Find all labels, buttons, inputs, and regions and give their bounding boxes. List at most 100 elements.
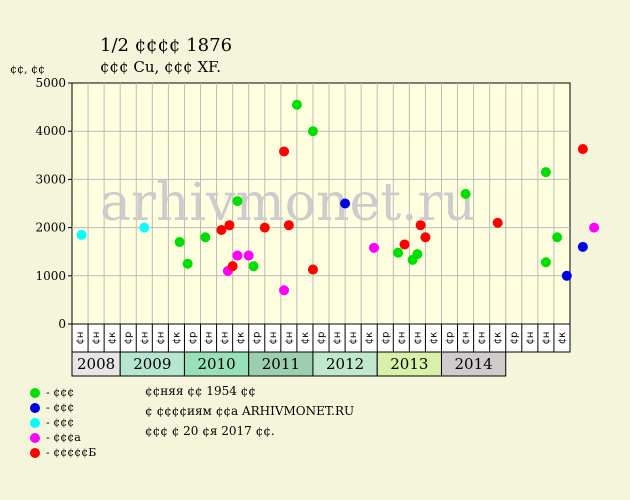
x-slot-label: ¢р (316, 332, 327, 345)
data-point (283, 220, 294, 231)
x-slot-label: ¢р (380, 332, 391, 345)
data-point (561, 270, 572, 281)
data-point (577, 144, 588, 155)
year-label: 2008 (77, 355, 115, 373)
x-slot-label: ¢н (348, 332, 359, 345)
year-band (440, 351, 507, 377)
x-slot-label: ¢к (364, 332, 375, 344)
x-slot-label: ¢к (493, 332, 504, 344)
y-tick-label: 1000 (35, 269, 66, 283)
year-label: 2012 (326, 355, 364, 373)
x-slot-label: ¢н (139, 332, 150, 345)
y-axis-label: ¢¢, ¢¢ (10, 63, 45, 76)
data-point (232, 196, 243, 207)
data-point (279, 285, 290, 296)
year-label: 2013 (390, 355, 428, 373)
x-slot-label: ¢н (525, 332, 536, 345)
legend-item: - ¢¢¢ (30, 415, 96, 430)
data-point (139, 222, 150, 233)
x-slot-label: ¢к (428, 332, 439, 344)
x-slot-label: ¢р (252, 332, 263, 345)
legend-label: - ¢¢¢¢¢Б (46, 446, 97, 459)
year-bands: 2008 2009 2010 2011 2012 2013 2014 (71, 351, 507, 377)
note-line: ¢¢¢ ¢ 20 ¢я 2017 ¢¢. (145, 424, 275, 438)
y-tick-label: 4000 (35, 124, 66, 138)
legend-item: - ¢¢¢¢¢Б (30, 445, 96, 460)
data-point (540, 167, 551, 178)
x-slot-label: ¢н (91, 332, 102, 345)
note-line: ¢¢няя ¢¢ 1954 ¢¢ (145, 384, 256, 398)
x-slot-label: ¢р (187, 332, 198, 345)
y-axis-ticks: 0 1000 2000 3000 4000 5000 (35, 76, 72, 331)
x-slot-label: ¢р (509, 332, 520, 345)
x-slot-label: ¢н (541, 332, 552, 345)
data-point (540, 257, 551, 268)
chart-subtitle: ¢¢¢ Cu, ¢¢¢ XF. (100, 58, 221, 76)
legend-label: - ¢¢¢ (46, 416, 75, 429)
data-point (248, 261, 259, 272)
legend-dot (30, 402, 40, 413)
x-slot-label: ¢н (332, 332, 343, 345)
data-point (307, 126, 318, 137)
chart-title: 1/2 ¢¢¢¢ 1876 (100, 35, 232, 56)
x-slot-label: ¢н (477, 332, 488, 345)
data-point (552, 232, 563, 243)
year-label: 2009 (133, 355, 171, 373)
x-slot-strip (71, 323, 571, 353)
data-point (200, 232, 211, 243)
legend-label: - ¢¢¢a (46, 431, 81, 444)
x-slot-label: ¢р (445, 332, 456, 345)
data-point (182, 258, 193, 269)
legend-dot (30, 432, 40, 443)
grid-lines (72, 83, 570, 324)
note-line: ¢ ¢¢¢¢иям ¢¢а ARHIVMONET.RU (145, 404, 355, 418)
year-band (248, 351, 314, 377)
data-point (577, 241, 588, 252)
x-slot-label: ¢к (557, 332, 568, 344)
year-label: 2014 (455, 355, 493, 373)
x-axis-slots: ¢н ¢н ¢к ¢р ¢н ¢н ¢к ¢р ¢н ¢н ¢к ¢р ¢н ¢н ¢к ¢р ¢н ¢н ¢к ¢р… (71, 323, 571, 353)
year-band (183, 351, 250, 377)
legend-item: - ¢¢¢ (30, 400, 96, 415)
data-point (340, 198, 351, 209)
legend: - ¢¢¢ - ¢¢¢ - ¢¢¢ - ¢¢¢a - ¢¢¢¢¢Б (30, 385, 96, 460)
x-slot-label: ¢к (236, 332, 247, 344)
data-point (227, 261, 238, 272)
y-tick-label: 0 (58, 317, 66, 331)
data-point (412, 249, 423, 260)
data-point (492, 217, 503, 228)
x-slot-label: ¢к (300, 332, 311, 344)
y-tick-label: 2000 (35, 221, 66, 235)
data-points (76, 99, 600, 296)
legend-item: - ¢¢¢a (30, 430, 96, 445)
data-point (420, 232, 431, 243)
data-point (243, 250, 254, 261)
data-point (224, 220, 235, 231)
data-point (259, 222, 270, 233)
x-slot-label: ¢н (220, 332, 231, 345)
year-band (119, 351, 185, 377)
plot-area (71, 82, 571, 325)
x-slot-label: ¢н (155, 332, 166, 345)
data-point (415, 220, 426, 231)
x-slot-label: ¢н (204, 332, 215, 345)
notes: ¢¢няя ¢¢ 1954 ¢¢ ¢ ¢¢¢¢иям ¢¢а ARHIVMONE… (145, 384, 354, 444)
year-band (376, 351, 442, 377)
x-slot-label: ¢р (123, 332, 134, 345)
x-slot-label: ¢к (171, 332, 182, 344)
x-slot-label: ¢н (284, 332, 295, 345)
year-label: 2011 (262, 355, 300, 373)
x-slot-label: ¢н (461, 332, 472, 345)
data-point (216, 225, 227, 236)
x-slot-label: ¢н (396, 332, 407, 345)
legend-item: - ¢¢¢ (30, 385, 96, 400)
x-slot-label: ¢к (107, 332, 118, 344)
year-label: 2010 (197, 355, 235, 373)
data-point (232, 250, 243, 261)
data-point (399, 239, 410, 250)
x-slot-label: ¢н (268, 332, 279, 345)
data-point (174, 237, 185, 248)
data-point (291, 99, 302, 110)
year-band (312, 351, 378, 377)
